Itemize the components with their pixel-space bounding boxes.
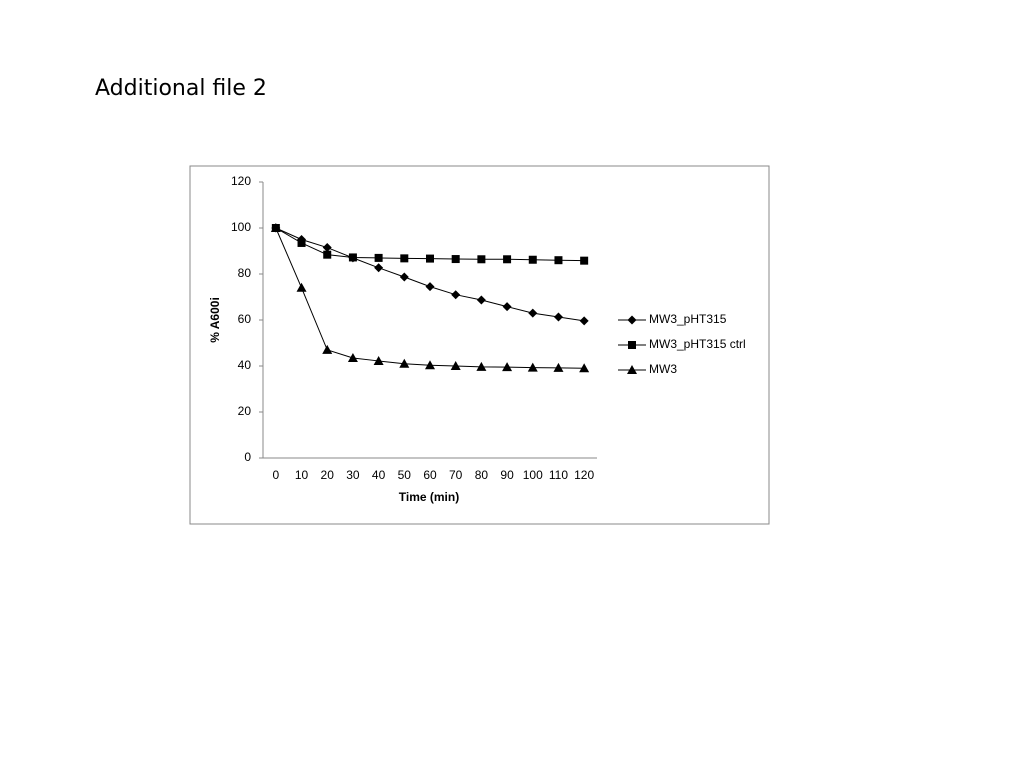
- y-tick-label: 60: [238, 312, 252, 326]
- legend-marker: [627, 315, 637, 325]
- marker: [374, 253, 383, 262]
- chart-frame: [189, 165, 770, 525]
- legend-label: MW3: [649, 362, 677, 376]
- marker: [399, 358, 410, 368]
- y-tick-label: 0: [244, 450, 251, 464]
- y-tick-label: 40: [238, 358, 252, 372]
- marker: [450, 361, 461, 370]
- marker: [426, 254, 434, 263]
- x-tick-label: 10: [295, 468, 309, 482]
- y-tick-label: 20: [238, 404, 252, 418]
- marker: [347, 352, 358, 362]
- x-tick-label: 50: [398, 468, 412, 482]
- marker: [476, 295, 486, 305]
- marker: [579, 316, 589, 326]
- marker: [322, 344, 333, 354]
- y-axis-title: % A600i: [208, 297, 222, 343]
- marker: [451, 290, 461, 300]
- marker: [400, 254, 409, 263]
- x-tick-label: 60: [423, 468, 437, 482]
- heading: Additional file 2: [95, 76, 267, 101]
- y-tick-label: 80: [238, 266, 252, 280]
- marker: [399, 272, 409, 282]
- marker: [527, 362, 538, 372]
- x-tick-label: 40: [372, 468, 386, 482]
- marker: [270, 223, 281, 232]
- x-tick-label: 80: [475, 468, 489, 482]
- marker: [477, 255, 486, 264]
- y-tick-label: 100: [231, 220, 251, 234]
- x-tick-label: 70: [449, 468, 463, 482]
- x-axis-title: Time (min): [399, 490, 459, 504]
- legend-marker: [627, 365, 637, 374]
- x-tick-label: 0: [273, 468, 280, 482]
- marker: [579, 363, 590, 373]
- marker: [323, 250, 332, 259]
- x-tick-label: 30: [346, 468, 360, 482]
- marker: [580, 256, 589, 265]
- x-tick-label: 90: [500, 468, 514, 482]
- marker: [296, 282, 307, 292]
- marker: [451, 255, 460, 264]
- marker: [322, 243, 332, 253]
- marker: [502, 362, 513, 372]
- marker: [297, 238, 306, 247]
- marker: [553, 312, 563, 322]
- marker: [425, 282, 435, 292]
- marker: [528, 308, 538, 318]
- y-tick-label: 120: [231, 174, 251, 188]
- marker: [425, 360, 435, 370]
- marker: [374, 263, 384, 273]
- marker: [503, 255, 512, 264]
- legend-marker: [628, 341, 636, 349]
- marker: [348, 253, 357, 262]
- x-tick-label: 110: [549, 468, 568, 482]
- x-tick-label: 120: [574, 468, 594, 482]
- marker: [502, 302, 512, 312]
- marker: [553, 362, 564, 372]
- marker: [528, 255, 537, 264]
- legend-label: MW3_pHT315: [649, 312, 727, 326]
- marker: [554, 256, 563, 265]
- marker: [373, 355, 384, 365]
- x-tick-label: 100: [523, 468, 543, 482]
- legend-label: MW3_pHT315 ctrl: [649, 337, 746, 351]
- marker: [476, 361, 487, 371]
- x-tick-label: 20: [321, 468, 335, 482]
